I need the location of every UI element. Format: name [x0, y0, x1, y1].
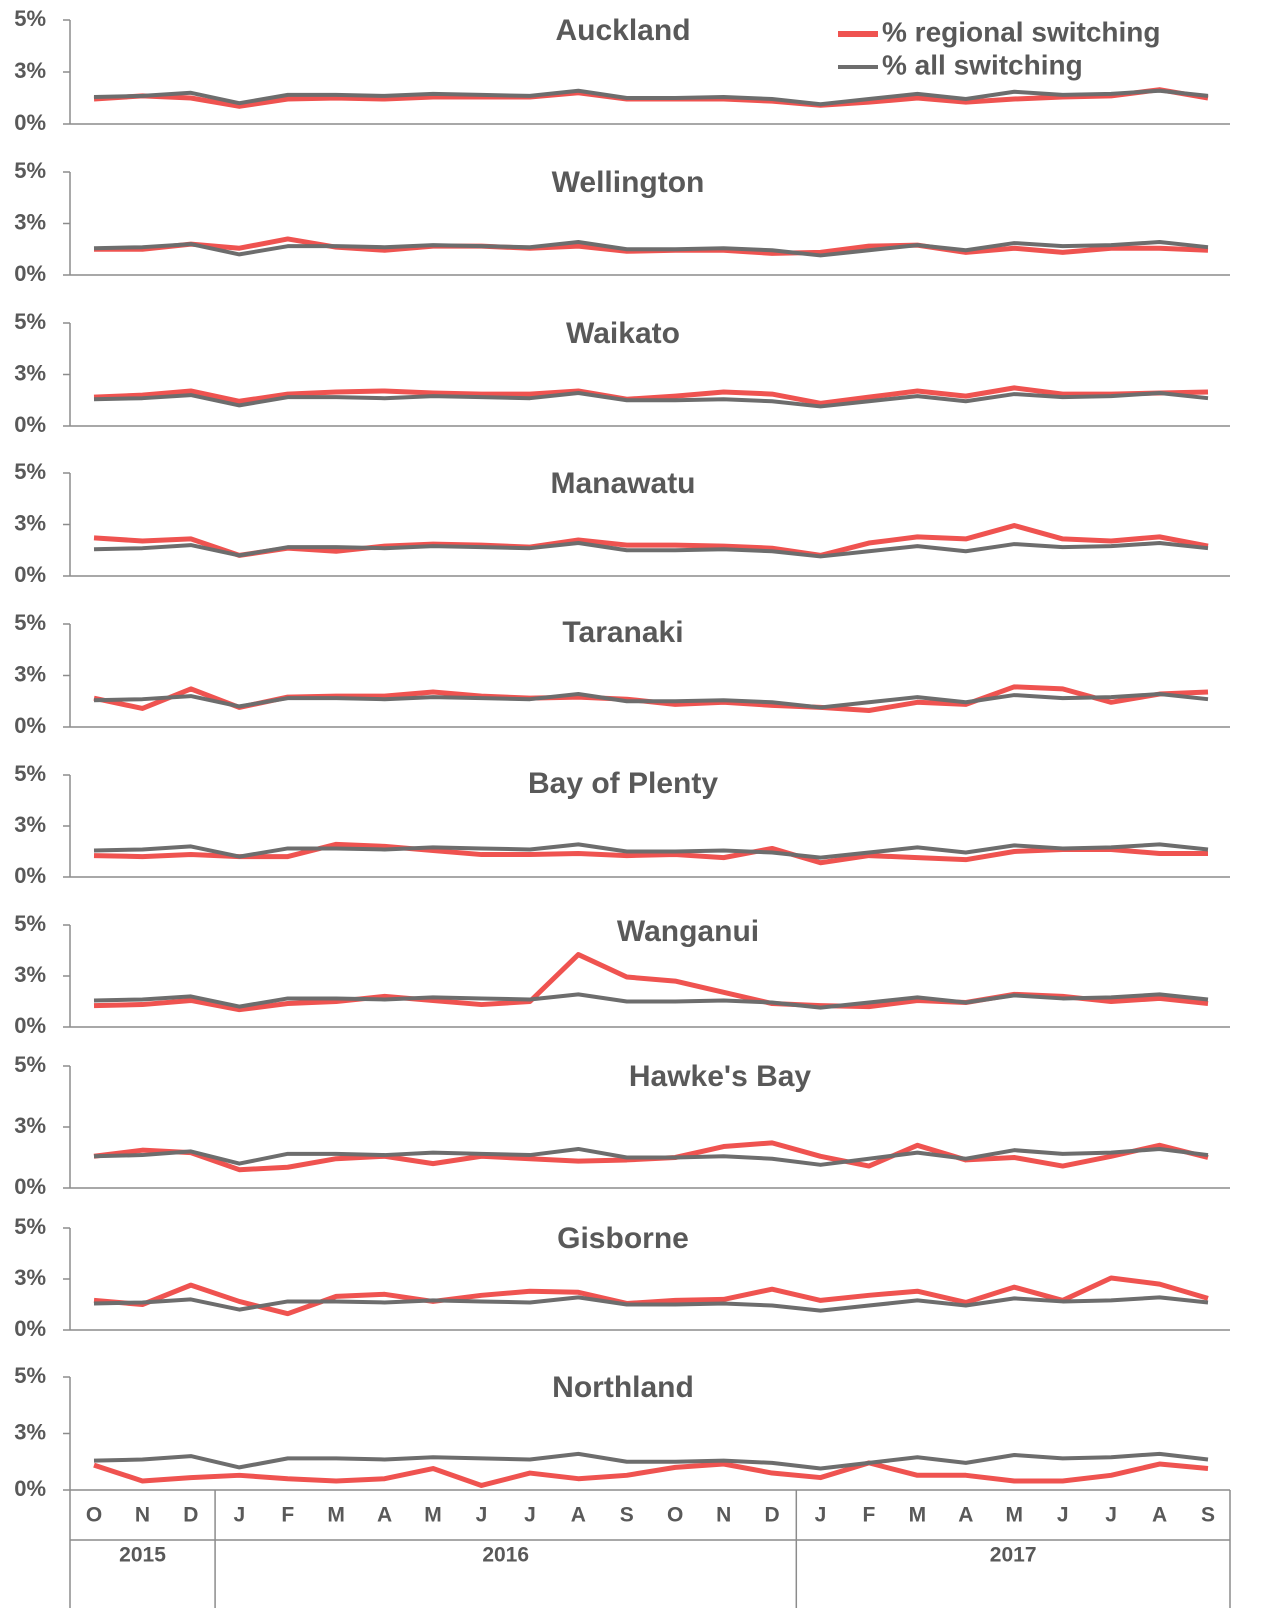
series-line — [93, 385, 1209, 406]
y-tick-label: 3% — [14, 1265, 46, 1290]
x-tick-label: O — [667, 1504, 683, 1527]
y-tick-label: 5% — [14, 309, 46, 334]
y-tick-label: 3% — [14, 1113, 46, 1138]
x-tick-label: A — [1152, 1504, 1167, 1527]
y-tick-label: 0% — [14, 261, 46, 286]
x-tick-label: A — [377, 1504, 392, 1527]
x-tick-label: N — [716, 1504, 731, 1527]
y-tick-label: 5% — [14, 1363, 46, 1388]
x-tick-label: F — [863, 1504, 876, 1527]
x-tick-label: S — [620, 1504, 634, 1527]
x-tick-label: D — [765, 1504, 780, 1527]
y-tick-label: 3% — [14, 510, 46, 535]
series-line — [93, 88, 1209, 107]
y-tick-label: 0% — [14, 1174, 46, 1199]
series-line — [93, 240, 1209, 258]
x-tick-label: M — [327, 1504, 345, 1527]
panel-title: Taranaki — [562, 616, 683, 649]
y-tick-label: 5% — [14, 158, 46, 183]
x-tick-label: S — [1201, 1504, 1215, 1527]
panel-title: Northland — [552, 1371, 694, 1404]
x-tick-label: D — [183, 1504, 198, 1527]
y-tick-label: 3% — [14, 1419, 46, 1444]
y-tick-label: 0% — [14, 713, 46, 738]
x-tick-label: M — [1006, 1504, 1024, 1527]
panel-title: Manawatu — [550, 467, 695, 500]
y-tick-label: 0% — [14, 1013, 46, 1038]
series-line — [93, 1275, 1209, 1317]
y-tick-label: 0% — [14, 110, 46, 135]
y-tick-label: 5% — [14, 761, 46, 786]
legend-label: % regional switching — [882, 16, 1160, 47]
x-tick-label: J — [1105, 1504, 1117, 1527]
x-tick-label: J — [476, 1504, 488, 1527]
x-tick-label: J — [1057, 1504, 1069, 1527]
y-tick-label: 0% — [14, 863, 46, 888]
x-tick-label: O — [86, 1504, 102, 1527]
panel-title: Bay of Plenty — [528, 767, 718, 800]
year-label: 2016 — [482, 1544, 529, 1567]
series-line — [93, 1295, 1209, 1313]
y-tick-label: 5% — [14, 911, 46, 936]
y-tick-label: 5% — [14, 6, 46, 31]
panel-title: Waikato — [566, 317, 680, 350]
y-tick-label: 0% — [14, 412, 46, 437]
x-tick-label: F — [281, 1504, 294, 1527]
y-tick-label: 0% — [14, 1476, 46, 1501]
y-tick-label: 3% — [14, 58, 46, 83]
year-label: 2017 — [990, 1544, 1037, 1567]
y-tick-label: 3% — [14, 661, 46, 686]
series-line — [93, 1146, 1209, 1167]
series-line — [93, 541, 1209, 559]
y-tick-label: 3% — [14, 812, 46, 837]
panel-title: Hawke's Bay — [629, 1060, 812, 1093]
x-tick-label: J — [524, 1504, 536, 1527]
x-tick-label: N — [135, 1504, 150, 1527]
year-label: 2015 — [119, 1544, 166, 1567]
x-tick-label: A — [571, 1504, 586, 1527]
x-tick-label: J — [815, 1504, 827, 1527]
series-line — [93, 391, 1209, 409]
x-tick-label: M — [909, 1504, 927, 1527]
x-tick-label: M — [424, 1504, 442, 1527]
y-tick-label: 3% — [14, 360, 46, 385]
series-line — [93, 692, 1209, 710]
x-tick-label: J — [233, 1504, 245, 1527]
y-tick-label: 5% — [14, 610, 46, 635]
x-tick-label: A — [958, 1504, 973, 1527]
y-tick-label: 0% — [14, 562, 46, 587]
series-line — [93, 1460, 1209, 1488]
series-line — [93, 1451, 1209, 1471]
y-tick-label: 5% — [14, 1052, 46, 1077]
panel-title: Auckland — [555, 14, 690, 47]
y-tick-label: 0% — [14, 1316, 46, 1341]
legend-label: % all switching — [882, 49, 1083, 80]
series-line — [93, 992, 1209, 1010]
series-line — [93, 842, 1209, 860]
series-line — [93, 841, 1208, 866]
panel-title: Wanganui — [617, 915, 759, 948]
y-tick-label: 5% — [14, 1214, 46, 1239]
y-tick-label: 3% — [14, 962, 46, 987]
y-tick-label: 3% — [14, 209, 46, 234]
y-tick-label: 5% — [14, 459, 46, 484]
panel-title: Gisborne — [557, 1222, 689, 1255]
panel-title: Wellington — [552, 166, 705, 199]
